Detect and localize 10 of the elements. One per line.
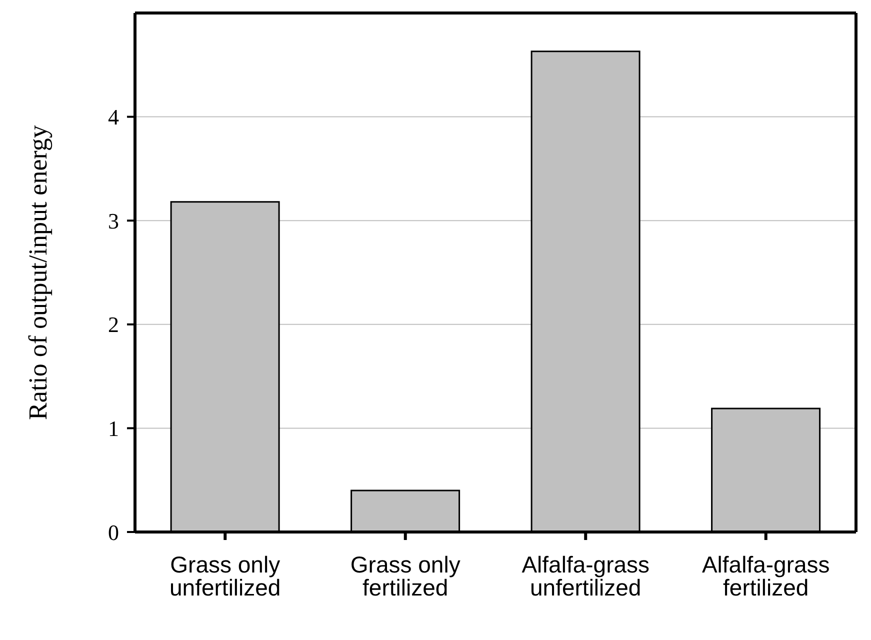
x-tick-label: Grass only fertilized [350,551,461,600]
y-tick-label: 1 [108,416,119,442]
x-tick-label: Alfalfa-grass unfertilized [522,551,650,600]
y-tick-label: 0 [108,520,119,545]
y-tick-label: 3 [108,208,119,234]
y-tick-label: 4 [108,104,119,130]
x-tick-label: Alfalfa-grass fertilized [702,551,830,600]
y-axis-title: Ratio of output/input energy [24,125,52,420]
y-tick-label: 2 [108,312,119,338]
x-tick-label: Grass only unfertilized [170,551,281,600]
